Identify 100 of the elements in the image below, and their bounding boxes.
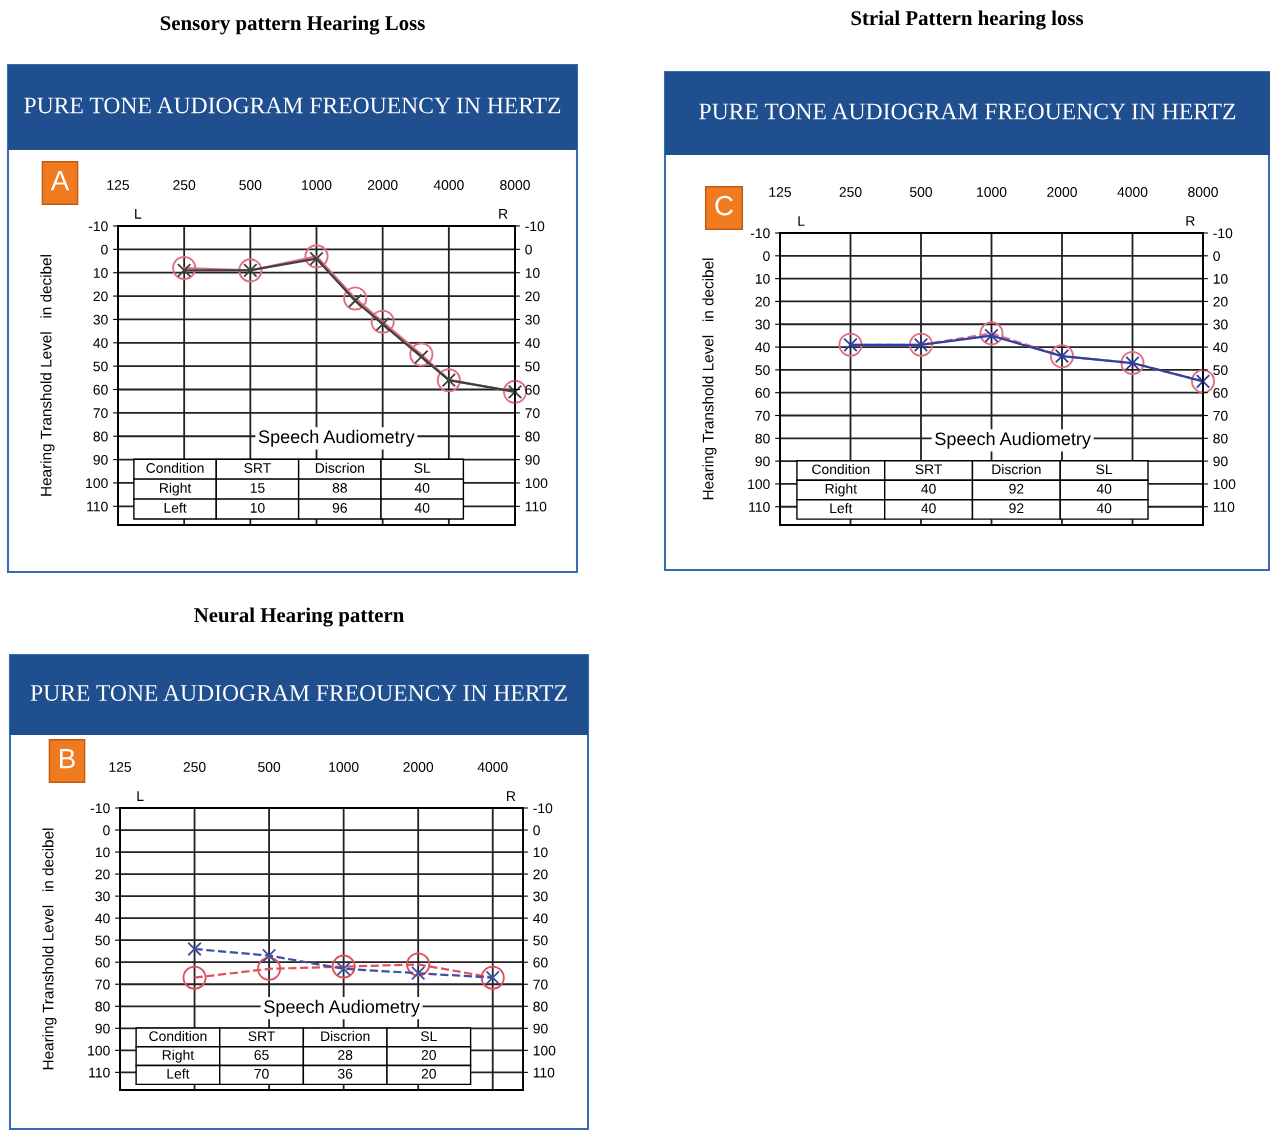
x-tick-label: 1000 [329,762,359,772]
annotation: 65 [254,1050,269,1060]
y2-tick-label: 20 [533,869,548,880]
x-tick-label: 4000 [1117,187,1148,197]
point [411,966,426,981]
annotation: 40 [921,483,936,494]
y-tick-label: 60 [93,384,108,395]
annotation: Condition [149,1030,207,1042]
y-tick-label: -10 [88,221,108,232]
annotation: 20 [421,1068,436,1079]
y-tick-label: 60 [95,957,110,968]
annotation: 92 [1009,503,1024,514]
y-tick-label: 50 [93,361,108,372]
chart-title: Sensory pattern Hearing Loss [160,15,425,35]
x-tick-label: 250 [839,187,862,197]
annotation: Left [830,502,853,514]
annotation: Right [160,482,192,496]
y-tick-label: 40 [93,338,108,348]
y2-tick-label: -10 [533,803,553,814]
annotation: Speech Audiometry [935,431,1091,449]
y-tick-label: 90 [755,456,770,467]
point [406,952,431,977]
y-tick-label: 90 [95,1023,110,1034]
y2-tick-label: 100 [525,478,548,489]
y-tick-label: -10 [750,228,770,239]
x-tick-label: 2000 [1047,187,1077,197]
y2-tick-label: 50 [525,361,540,372]
x-tick-label: 125 [107,180,130,190]
y-tick-label: 90 [93,454,108,465]
y-tick-label: 110 [89,1067,110,1078]
annotation: 88 [332,483,347,493]
y-tick-label: 20 [93,291,108,302]
x-tick-label: 500 [239,180,262,190]
annotation: SRT [244,463,271,473]
y-tick-label: 40 [755,342,770,353]
y2-tick-label: 80 [525,431,540,442]
text: R [499,209,508,219]
y-tick-label: 10 [755,273,770,284]
annotation: SL [414,463,431,473]
annotation: 70 [254,1068,269,1079]
x-tick-label: 250 [183,762,206,772]
x-tick-label: 500 [258,762,281,772]
annotation: Discrion [321,1030,370,1042]
y2-tick-label: 40 [533,913,548,924]
point [331,954,356,979]
annotation: 20 [421,1050,436,1060]
x-tick-label: 4000 [433,180,464,190]
point [838,332,863,357]
annotation: Left [167,1068,190,1079]
y2-tick-label: 110 [1213,502,1235,512]
annotation: Condition [812,464,870,475]
y-axis-title: Hearing Transhold Level in decibel [702,258,717,500]
y-axis-title: Hearing Transhold Level in decibel [40,255,55,496]
y2-tick-label: 100 [1213,479,1236,490]
annotation: Condition [146,462,204,473]
y2-tick-label: 70 [525,408,540,419]
point [1120,351,1145,376]
annotation: 10 [250,502,265,513]
annotation: 92 [1009,483,1024,494]
y-tick-label: 0 [101,244,108,255]
y-tick-label: 20 [755,296,770,307]
y-tick-label: 50 [95,935,110,946]
y2-tick-label: 10 [533,847,548,858]
y-tick-label: 40 [95,913,110,924]
y2-tick-label: 0 [1213,251,1220,261]
point [908,332,934,357]
x-tick-label: 1000 [302,180,332,190]
y2-tick-label: 70 [1213,410,1228,421]
chart-subtitle: PURE TONE AUDIOGRAM FREOUENCY IN HERTZ [699,103,1236,120]
y2-tick-label: 60 [525,384,540,395]
y2-tick-label: 40 [1213,342,1228,353]
text: L [798,216,805,226]
chart-title: Neural Hearing pattern [194,607,404,627]
y-tick-label: 20 [95,869,110,880]
text: L [135,209,142,219]
point [261,948,277,963]
y2-tick-label: 60 [533,957,548,968]
point [1049,344,1075,369]
annotation: 96 [332,502,347,513]
annotation: 15 [250,483,265,493]
point [979,321,1004,346]
annotation: Speech Audiometry [258,429,415,447]
y-tick-label: 100 [748,479,770,490]
y-tick-label: 80 [755,433,770,444]
y2-tick-label: 80 [1213,433,1228,444]
y-tick-label: 100 [88,1045,110,1056]
y2-tick-label: 10 [1213,273,1228,284]
y2-tick-label: 20 [1213,296,1228,307]
y-axis-title: Hearing Transhold Level in decibel [42,828,57,1070]
y2-tick-label: 20 [525,291,540,302]
annotation: SRT [915,464,943,475]
text: R [507,791,516,801]
y2-tick-label: 100 [533,1045,556,1056]
y-tick-label: 50 [755,365,770,376]
y-tick-label: 0 [763,251,770,261]
y2-tick-label: 110 [533,1067,555,1078]
y-tick-label: 30 [93,314,108,325]
y2-tick-label: 30 [525,314,540,325]
annotation: 40 [414,483,430,493]
x-tick-label: 8000 [1188,187,1218,197]
